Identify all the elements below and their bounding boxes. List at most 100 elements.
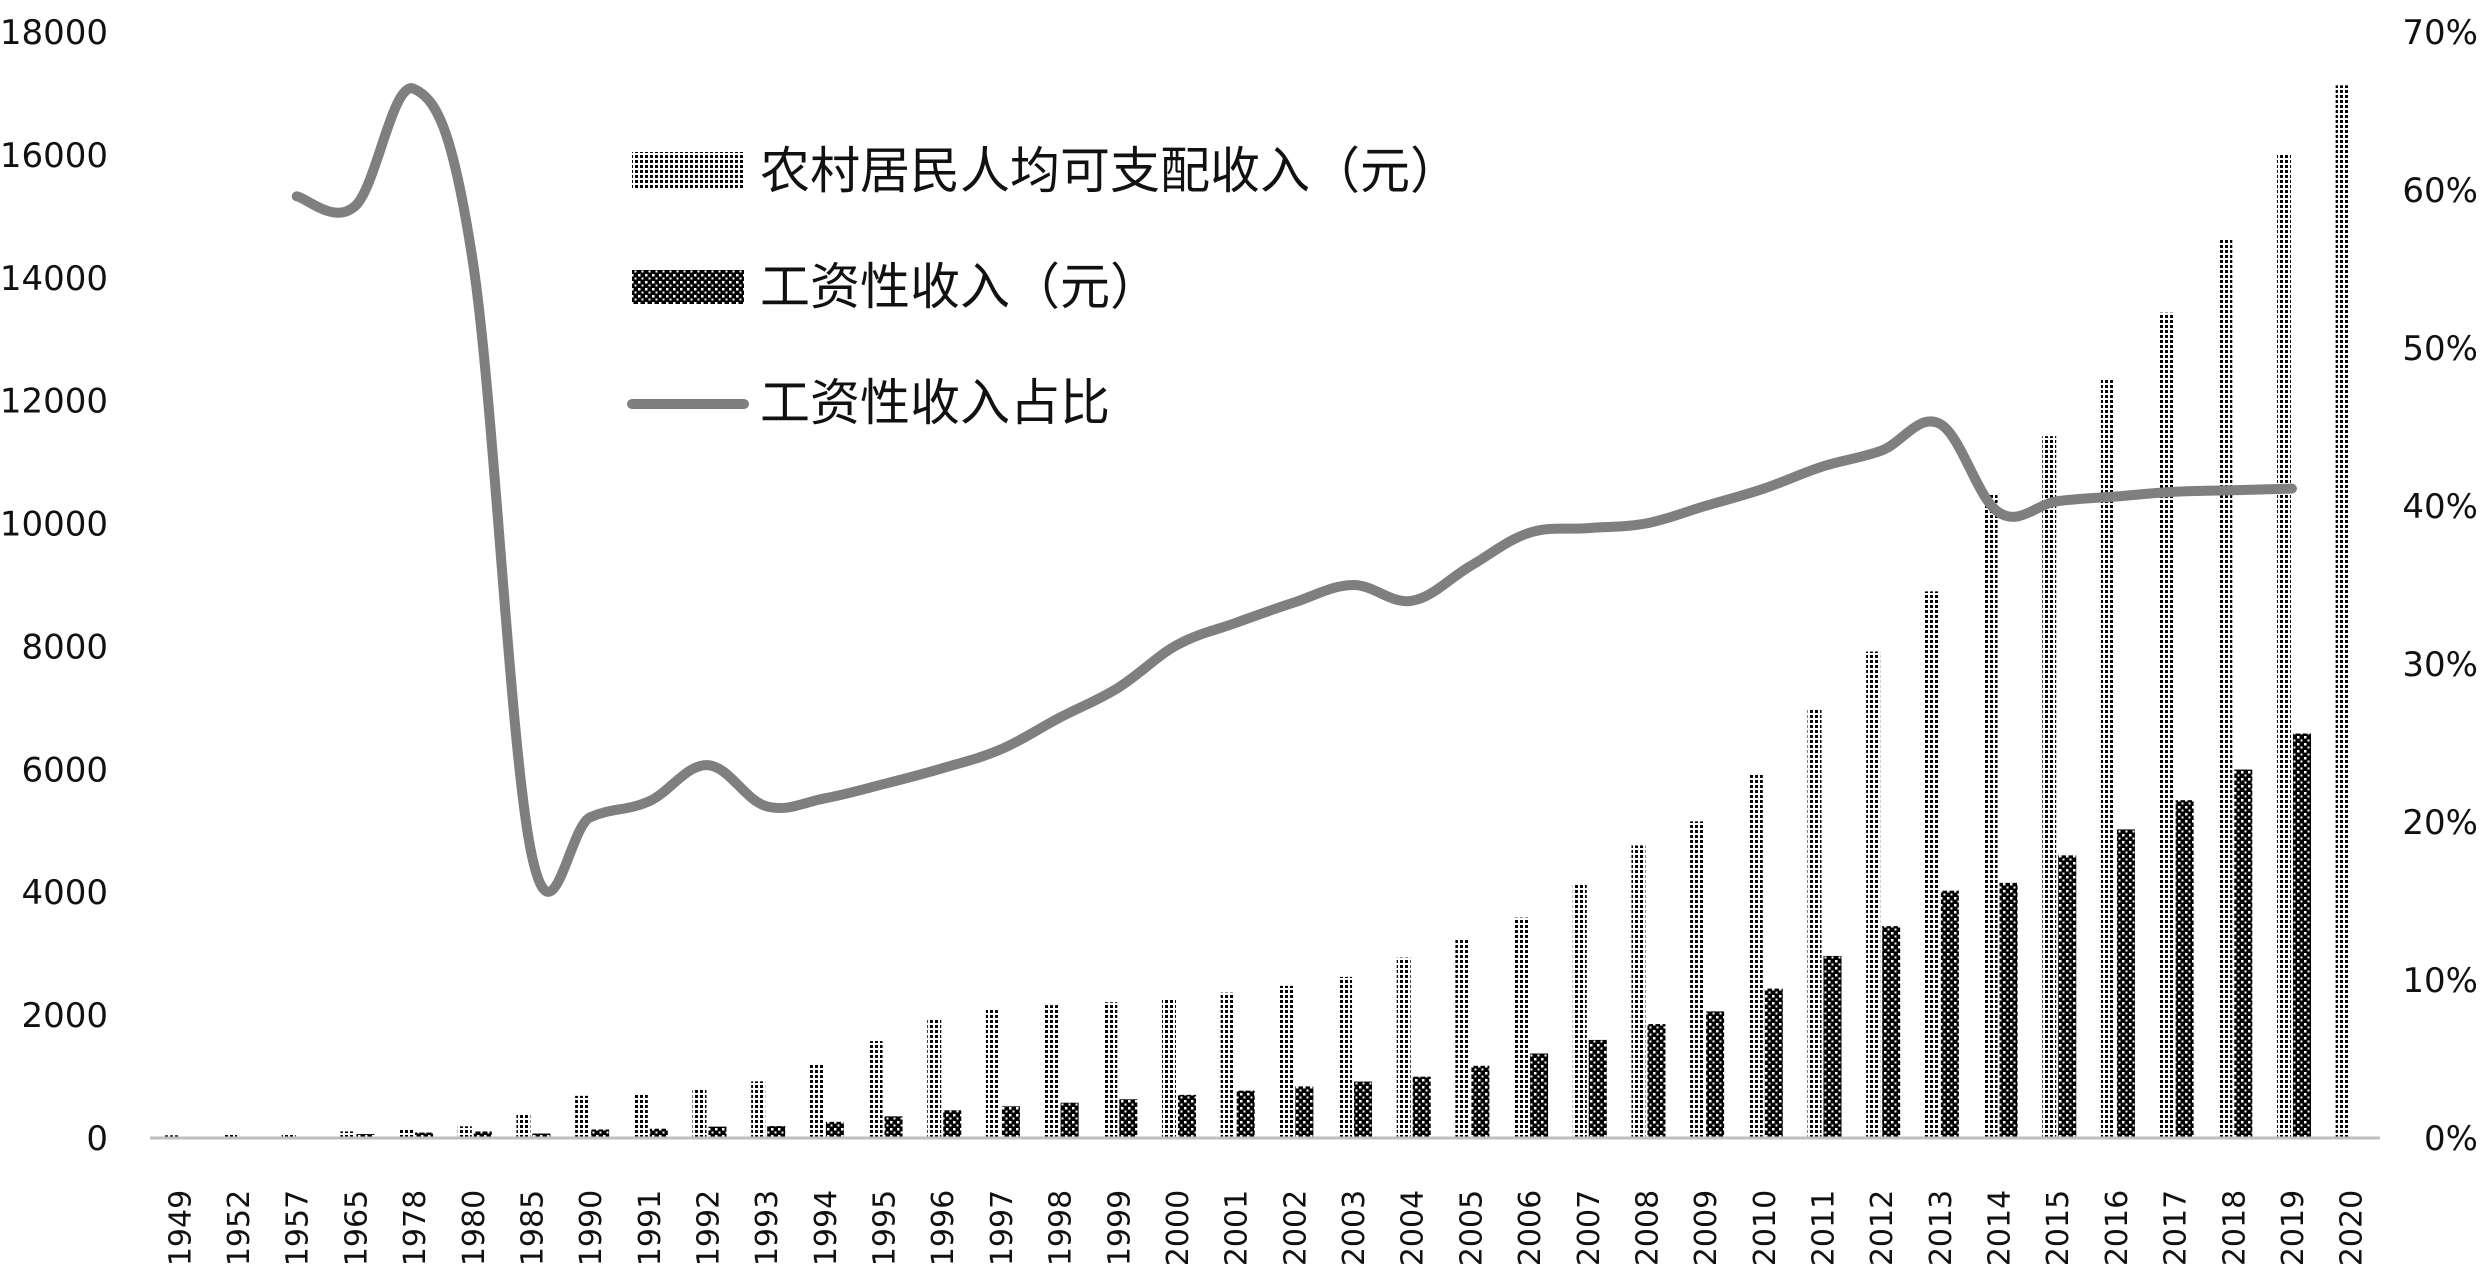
x-tick-label: 1994	[809, 1190, 844, 1266]
bar-disposable-income	[985, 1009, 1000, 1138]
bar-wage-income	[1706, 1011, 1725, 1138]
bar-disposable-income	[516, 1113, 531, 1138]
series-line-wage-share	[291, 83, 2297, 897]
bar-disposable-income	[2335, 85, 2350, 1138]
x-tick-label: 1997	[985, 1190, 1020, 1266]
x-tick-label: 1991	[633, 1190, 668, 1266]
x-tick-label: 2002	[1278, 1190, 1313, 1266]
x-tick-label: 2004	[1396, 1190, 1431, 1266]
bar-disposable-income	[2042, 436, 2057, 1139]
x-tick-label: 2011	[1807, 1190, 1842, 1266]
bar-disposable-income	[1396, 957, 1411, 1138]
x-tick-label: 2003	[1337, 1190, 1372, 1266]
bar-wage-income	[1647, 1024, 1666, 1138]
y-left-tick-label: 6000	[21, 750, 108, 790]
x-tick-label: 1980	[457, 1190, 492, 1266]
y-left-tick-label: 2000	[21, 996, 108, 1036]
x-tick-label: 1999	[1102, 1190, 1137, 1266]
bar-disposable-income	[1748, 774, 1763, 1138]
bar-wage-income	[1882, 926, 1901, 1138]
bar-disposable-income	[868, 1041, 883, 1138]
bar-disposable-income	[1631, 845, 1646, 1138]
x-tick-label: 1985	[515, 1190, 550, 1266]
bar-wage-income	[1060, 1102, 1079, 1138]
y-left-tick-label: 14000	[0, 259, 108, 299]
bar-wage-income	[767, 1126, 786, 1138]
x-tick-label: 1990	[574, 1190, 609, 1266]
bar-wage-income	[2175, 800, 2194, 1138]
bar-disposable-income	[1338, 976, 1353, 1138]
x-tick-label: 2005	[1454, 1190, 1489, 1266]
y-left-tick-label: 4000	[21, 873, 108, 913]
bar-disposable-income	[1161, 999, 1176, 1138]
x-tick-label: 2018	[2217, 1190, 2252, 1266]
bar-disposable-income	[1807, 709, 1822, 1138]
bar-disposable-income	[1983, 493, 1998, 1138]
bar-disposable-income	[1866, 651, 1881, 1138]
bar-wage-income	[708, 1126, 727, 1138]
legend-swatch-disposable-income	[632, 152, 744, 190]
y-left-tick-label: 12000	[0, 382, 108, 422]
bar-disposable-income	[2276, 153, 2291, 1138]
bar-wage-income	[1471, 1065, 1490, 1138]
x-tick-label: 1957	[281, 1190, 316, 1266]
x-tick-label: 2006	[1513, 1190, 1548, 1266]
bar-wage-income	[2234, 769, 2253, 1138]
x-tick-label: 2008	[1630, 1190, 1665, 1266]
legend-label-wage-share: 工资性收入占比	[760, 374, 1110, 432]
x-tick-label: 1952	[222, 1190, 257, 1266]
bar-wage-income	[415, 1132, 434, 1138]
bar-wage-income	[1001, 1106, 1020, 1138]
x-tick-label: 1992	[692, 1190, 727, 1266]
x-tick-label: 2017	[2159, 1190, 2194, 1266]
x-tick-label: 2009	[1689, 1190, 1724, 1266]
bar-disposable-income	[751, 1081, 766, 1138]
bar-wage-income	[1940, 890, 1959, 1138]
x-tick-label: 2000	[1161, 1190, 1196, 1266]
bar-disposable-income	[575, 1095, 590, 1138]
bar-disposable-income	[1279, 985, 1294, 1138]
y-right-tick-label: 30%	[2402, 645, 2478, 685]
y-right-tick-label: 40%	[2402, 487, 2478, 527]
y-right-tick-label: 70%	[2402, 13, 2478, 53]
bar-wage-income	[1295, 1086, 1314, 1138]
y-right-tick-label: 0%	[2424, 1119, 2478, 1159]
bar-wage-income	[1354, 1081, 1373, 1138]
bar-disposable-income	[1572, 883, 1587, 1138]
bar-wage-income	[649, 1128, 668, 1138]
y-left-tick-label: 18000	[0, 13, 108, 53]
bar-wage-income	[1530, 1053, 1549, 1138]
y-left-tick-label: 10000	[0, 505, 108, 545]
x-tick-label: 1995	[868, 1190, 903, 1266]
x-tick-label: 1993	[750, 1190, 785, 1266]
x-tick-label: 1978	[398, 1190, 433, 1266]
bar-disposable-income	[2218, 239, 2233, 1138]
bar-wage-income	[1119, 1099, 1138, 1138]
y-right-tick-label: 10%	[2402, 961, 2478, 1001]
bar-wage-income	[943, 1110, 962, 1138]
legend-label-disposable-income: 农村居民人均可支配收入（元）	[760, 142, 1460, 200]
bar-disposable-income	[633, 1094, 648, 1138]
x-tick-label: 2013	[1924, 1190, 1959, 1266]
bar-disposable-income	[1690, 821, 1705, 1138]
bar-wage-income	[2116, 829, 2135, 1138]
bar-wage-income	[825, 1121, 844, 1138]
bar-wage-income	[1177, 1094, 1196, 1138]
y-right-tick-label: 50%	[2402, 329, 2478, 369]
bar-disposable-income	[927, 1019, 942, 1138]
bar-disposable-income	[1924, 591, 1939, 1138]
bar-wage-income	[1412, 1076, 1431, 1138]
x-tick-label: 2001	[1220, 1190, 1255, 1266]
x-tick-label: 1949	[163, 1190, 198, 1266]
bar-disposable-income	[281, 1133, 296, 1138]
bar-disposable-income	[223, 1134, 238, 1138]
bar-wage-income	[884, 1116, 903, 1138]
bar-disposable-income	[1044, 1005, 1059, 1138]
legend-swatch-wage-income	[632, 270, 744, 304]
bar-disposable-income	[2159, 312, 2174, 1138]
bar-disposable-income	[809, 1062, 824, 1138]
bar-disposable-income	[2100, 378, 2115, 1139]
bar-wage-income	[1999, 882, 2018, 1138]
